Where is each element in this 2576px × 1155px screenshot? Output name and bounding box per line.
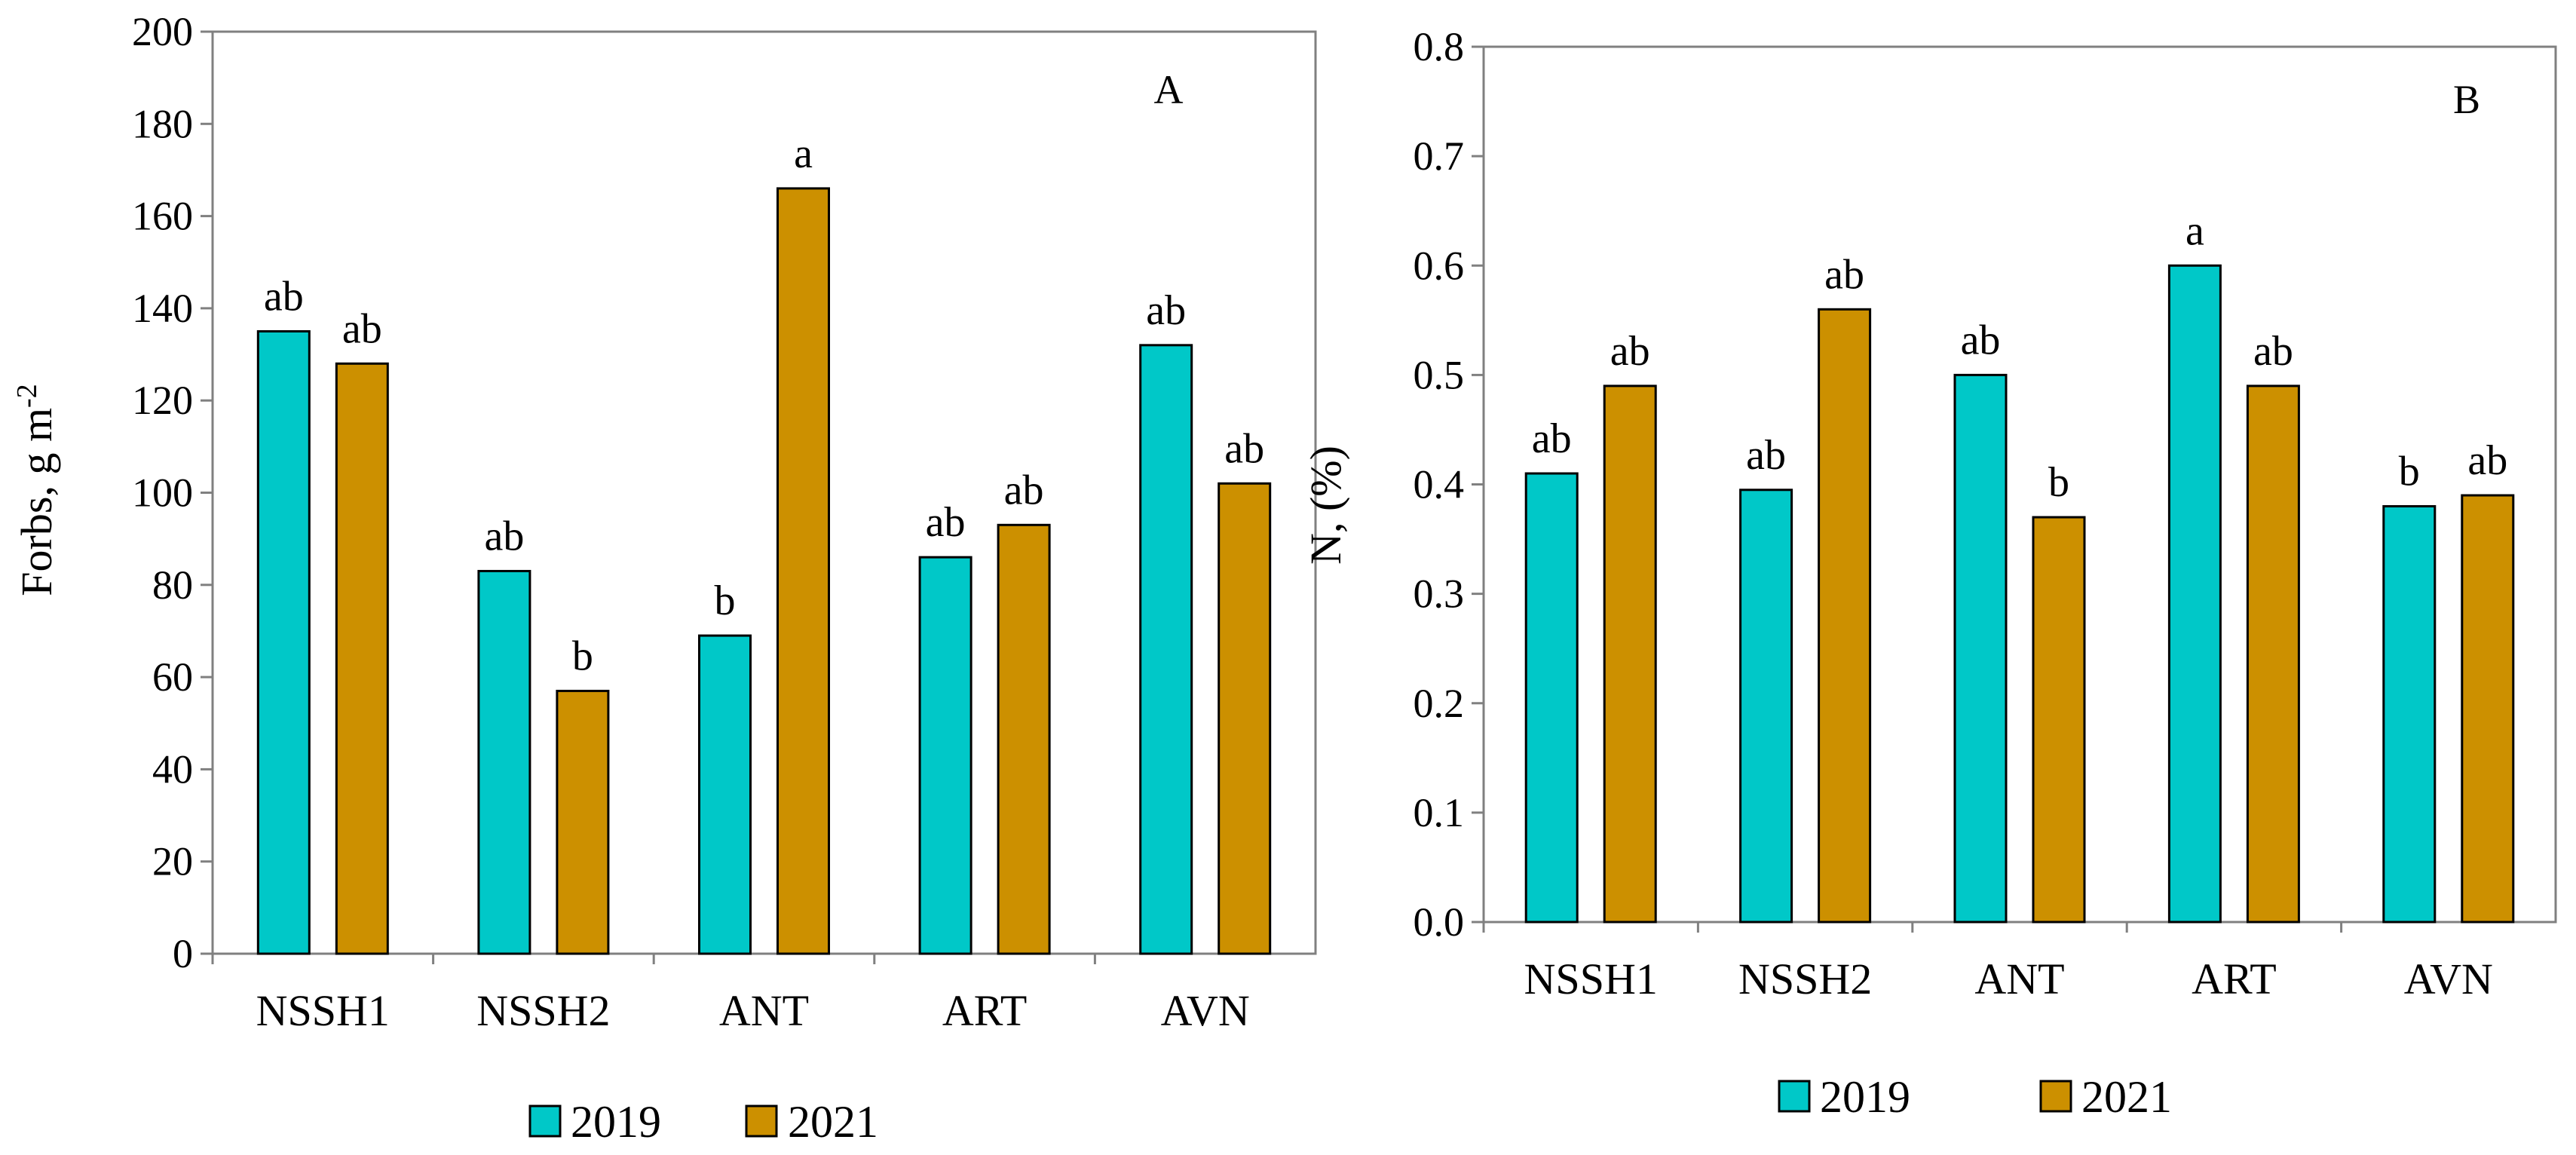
x-tick-label-nssh1: NSSH1 (1524, 954, 1658, 1003)
y-tick-label: 180 (132, 101, 193, 146)
significance-letter: a (794, 130, 813, 177)
significance-letter: ab (2253, 328, 2293, 375)
y-tick-label: 0.7 (1414, 133, 1465, 179)
y-tick-label: 20 (152, 839, 193, 884)
x-tick-label-avn: AVN (1161, 986, 1250, 1035)
significance-letter: ab (484, 513, 524, 559)
y-axis-title-text: Forbs, g m (12, 408, 61, 596)
y-tick-label: 80 (152, 562, 193, 608)
significance-letter: ab (1824, 251, 1864, 298)
y-tick-label: 100 (132, 470, 193, 516)
legend-label-2019: 2019 (1820, 1072, 1910, 1122)
bar-2021-ant (2032, 516, 2086, 924)
y-tick-label: 0.8 (1414, 24, 1465, 69)
bar-2019-art (2167, 264, 2222, 924)
legend-label-2019: 2019 (571, 1097, 661, 1147)
bar-2021-avn (1218, 482, 1272, 955)
y-axis-title-a: Forbs, g m-2 (11, 384, 61, 596)
y-tick-label: 0.5 (1414, 352, 1465, 397)
bar-2021-art (2246, 384, 2300, 924)
significance-letter: ab (1746, 432, 1786, 479)
significance-letter: b (572, 633, 593, 679)
significance-letter: ab (264, 273, 304, 320)
bar-2021-avn (2461, 494, 2515, 924)
plot-area-a (211, 30, 1317, 955)
y-tick-label: 140 (132, 286, 193, 331)
legend-label-2021: 2021 (788, 1097, 878, 1147)
significance-letter: b (2048, 459, 2069, 506)
x-tick-label-art: ART (942, 986, 1028, 1035)
legend-swatch-2019 (528, 1104, 562, 1138)
x-tick-label-ant: ANT (719, 986, 809, 1035)
y-axis-title-text: N, (%) (1301, 446, 1350, 565)
y-tick-label: 0.3 (1414, 571, 1465, 617)
bar-2019-avn (2382, 505, 2437, 924)
y-tick-label: 40 (152, 746, 193, 792)
y-tick-label: 0.2 (1414, 681, 1465, 726)
y-axis-title-b: N, (%) (1301, 446, 1350, 565)
significance-letter: b (715, 578, 736, 624)
significance-letter: ab (926, 499, 966, 546)
legend-swatch-2021 (2039, 1080, 2072, 1113)
y-tick-label: 0.1 (1414, 790, 1465, 835)
significance-letter: ab (1224, 425, 1264, 472)
significance-letter: ab (1004, 467, 1044, 513)
x-tick-label-nssh2: NSSH2 (1738, 954, 1872, 1003)
bar-2019-art (918, 556, 973, 955)
legend-a: 2019 2021 (528, 1097, 878, 1147)
bar-2021-nssh2 (1818, 308, 1872, 924)
significance-letter: ab (342, 305, 382, 352)
bar-2019-nssh1 (1524, 472, 1579, 924)
y-tick-label: 0.0 (1414, 899, 1465, 945)
bar-2019-nssh1 (256, 329, 311, 955)
significance-letter: ab (1610, 328, 1650, 375)
x-axis-b: NSSH1 NSSH2 ANT ART AVN (1482, 922, 2493, 1003)
legend-swatch-2019 (1778, 1080, 1811, 1113)
y-tick-label: 0 (173, 931, 193, 976)
bar-2019-nssh2 (1739, 489, 1793, 924)
y-tick-label: 200 (132, 9, 193, 54)
significance-letter: a (2185, 207, 2204, 254)
panel-label-a: A (1154, 67, 1184, 112)
y-tick-label: 160 (132, 194, 193, 239)
x-tick-label-ant: ANT (1974, 954, 2064, 1003)
x-axis-a: NSSH1 NSSH2 ANT ART AVN (211, 954, 1250, 1035)
panel-label-b: B (2453, 77, 2480, 122)
y-tick-label: 120 (132, 378, 193, 423)
x-tick-label-art: ART (2192, 954, 2277, 1003)
bar-2019-avn (1139, 344, 1193, 955)
y-tick-label: 0.4 (1414, 462, 1465, 507)
legend-b: 2019 2021 (1778, 1072, 2172, 1122)
bar-2021-ant (776, 187, 830, 955)
significance-letter: ab (1146, 287, 1186, 334)
y-axis-b: 0.0 0.1 0.2 0.3 0.4 0.5 0.6 0.7 0.8 (1414, 24, 1484, 945)
y-axis-a: 0 20 40 60 80 100 120 140 160 180 200 (132, 9, 213, 976)
significance-letter: ab (1532, 415, 1572, 462)
significance-letter: ab (1961, 317, 2001, 363)
y-tick-label: 60 (152, 654, 193, 700)
legend-label-2021: 2021 (2081, 1072, 2172, 1122)
legend-swatch-2021 (745, 1104, 778, 1138)
y-axis-title-superscript: -2 (11, 384, 43, 408)
bar-2021-nssh2 (556, 689, 610, 955)
significance-letter: ab (2467, 437, 2507, 484)
bar-2019-nssh2 (477, 569, 531, 955)
panel-b: 0.00.10.20.30.40.50.60.70.8 abababababba… (1301, 24, 2557, 1122)
significance-letter: b (2399, 449, 2420, 495)
y-tick-label: 0.6 (1414, 243, 1465, 288)
bar-2021-nssh1 (335, 362, 389, 955)
bar-2019-ant (1953, 373, 2008, 924)
x-tick-label-avn: AVN (2404, 954, 2493, 1003)
x-tick-label-nssh1: NSSH1 (256, 986, 390, 1035)
x-tick-label-nssh2: NSSH2 (476, 986, 610, 1035)
bar-2021-nssh1 (1603, 384, 1657, 924)
bar-2021-art (997, 523, 1051, 955)
plot-area-b (1482, 45, 2557, 924)
bar-2019-ant (698, 634, 752, 955)
